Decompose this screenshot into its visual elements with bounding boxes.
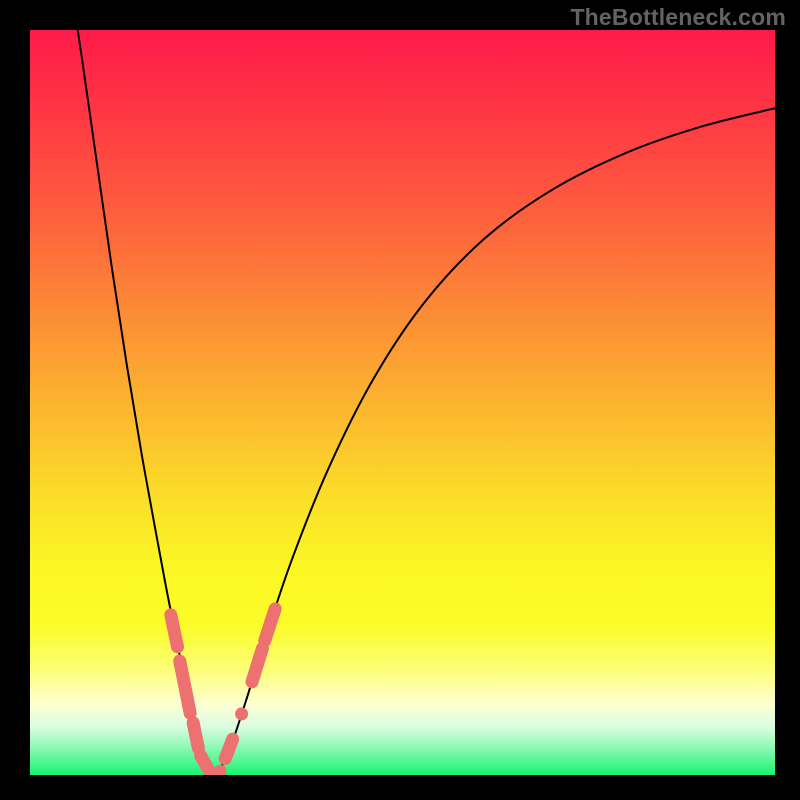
- marker-pill: [201, 756, 211, 775]
- watermark-text: TheBottleneck.com: [570, 4, 786, 31]
- gradient-background: [30, 30, 775, 775]
- chart-svg: [30, 30, 775, 775]
- marker-pill: [225, 739, 232, 758]
- plot-area: [30, 30, 775, 775]
- chart-frame: TheBottleneck.com: [0, 0, 800, 800]
- marker-pill: [193, 723, 198, 748]
- marker-pill: [171, 615, 178, 647]
- marker-dot: [235, 707, 248, 720]
